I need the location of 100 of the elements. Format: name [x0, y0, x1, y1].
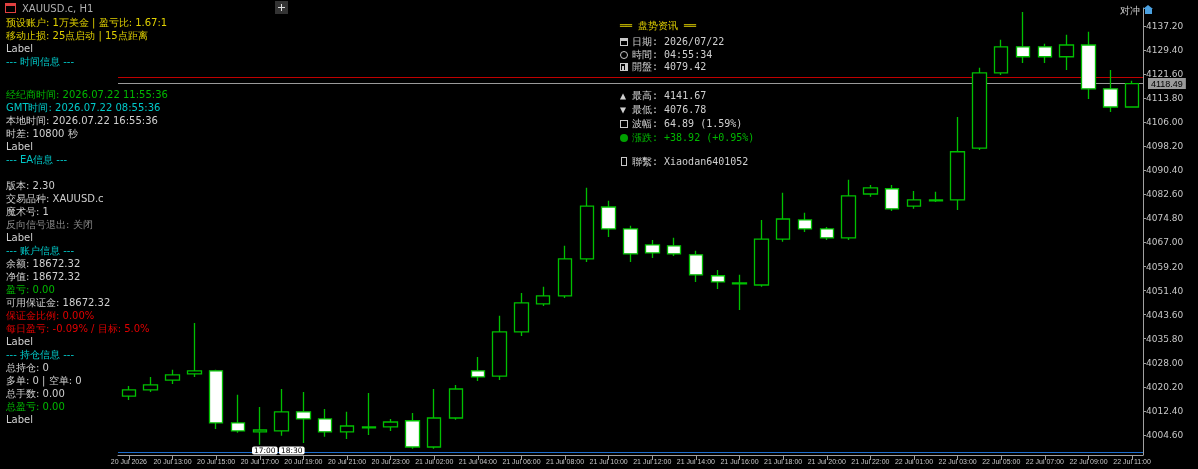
candlestick	[535, 286, 551, 307]
candlestick	[208, 369, 224, 430]
annotation: 预设账户: 1万美金 | 盈亏比: 1.67:1	[6, 16, 168, 29]
candlestick	[121, 385, 137, 401]
y-tick-label: 4035.80	[1146, 333, 1184, 344]
y-tick-label: 4074.80	[1146, 213, 1184, 224]
candlestick	[557, 245, 573, 299]
annotation: ▼ 最低: 4076.78	[620, 103, 707, 115]
y-tick-label: 4059.20	[1146, 261, 1184, 272]
candlestick	[600, 200, 617, 238]
y-tick-label: 4129.40	[1146, 44, 1184, 55]
text: 总盈亏: 0.00	[5, 400, 65, 412]
text: 魔术号: 1	[6, 205, 49, 217]
candlestick	[1124, 80, 1140, 108]
candlestick	[644, 239, 661, 259]
text: 版本: 2.30	[6, 179, 55, 191]
annotation: 移动止损: 25点启动 | 15点距离	[6, 29, 148, 42]
y-tick-label: 4113.80	[1146, 93, 1184, 104]
annotation: 漲跌: +38.92 (+0.95%)	[632, 131, 755, 143]
y-tick-label: 4012.40	[1146, 405, 1184, 416]
y-tick-label: 4051.40	[1146, 285, 1184, 296]
y-tick-label: 4067.00	[1146, 237, 1184, 248]
candlestick	[142, 376, 159, 393]
candlestick	[622, 225, 639, 263]
candlestick	[840, 179, 857, 241]
candlestick	[928, 191, 944, 203]
y-tick-label: 4098.20	[1146, 141, 1184, 152]
text: 反向信号退出: 关闭	[6, 218, 93, 230]
candlestick	[688, 250, 704, 283]
y-tick-label: 4004.60	[1146, 429, 1184, 440]
candlestick	[448, 384, 464, 421]
annotation: ══ 盘势资讯 ══	[619, 19, 698, 31]
y-tick-label: 4106.00	[1146, 117, 1184, 128]
text: --- 时间信息 ---	[6, 55, 75, 67]
text: 交易品种: XAUUSD.c	[6, 192, 104, 204]
text: 可用保证金: 18672.32	[6, 296, 111, 308]
text: Label	[6, 231, 33, 243]
annotation: 每日盈亏: -0.09% / 目标: 5.0%	[6, 322, 150, 334]
text: Label	[6, 140, 33, 152]
candlestick	[884, 184, 900, 212]
y-tick-label: 4090.40	[1146, 165, 1184, 176]
annotation: 時間: 04:55:34	[632, 48, 713, 60]
annotation: 波幅: 64.89 (1.59%)	[632, 117, 743, 129]
candlestick	[361, 392, 377, 436]
annotation: GMT时间: 2026.07.22 08:55:36	[6, 101, 161, 113]
candlestick	[949, 116, 966, 211]
text: Label	[6, 42, 33, 54]
candlestick	[252, 406, 268, 446]
candlestick	[731, 274, 748, 311]
candlestick	[186, 322, 203, 378]
text: Label	[6, 335, 33, 347]
candlestick	[382, 418, 399, 432]
candlestick	[317, 408, 333, 438]
y-tick-label: 4020.20	[1146, 381, 1184, 392]
candlestick	[1037, 43, 1053, 64]
candlestick	[273, 388, 290, 437]
chart-title: XAUUSD.c, H1	[22, 2, 94, 14]
candlestick	[295, 391, 312, 444]
candlestick	[797, 212, 813, 233]
text: 多单: 0 | 空单: 0	[6, 374, 82, 387]
candlestick	[819, 226, 835, 241]
text: --- EA信息 ---	[6, 153, 68, 165]
y-tick-label: 4028.00	[1146, 357, 1184, 368]
annotation: 開盤: 4079.42	[632, 60, 707, 72]
candlestick	[666, 237, 682, 257]
candlestick	[753, 219, 770, 288]
text: 净值: 18672.32	[6, 270, 81, 282]
text: --- 持仓信息 ---	[6, 348, 75, 360]
candlestick	[426, 388, 442, 450]
candlestick	[1080, 31, 1097, 100]
text: 总手数: 0.00	[5, 387, 65, 399]
annotation: 对冲	[1120, 4, 1140, 16]
text: 余额: 18672.32	[6, 257, 81, 269]
candlestick	[971, 67, 988, 151]
text: 总持仓: 0	[5, 361, 49, 373]
candlestick	[470, 356, 486, 382]
y-tick-label: 4137.20	[1146, 20, 1184, 31]
candlestick	[1015, 11, 1031, 64]
candlestick	[993, 39, 1009, 76]
y-tick-label: 4082.60	[1146, 189, 1184, 200]
annotation: ▲ 最高: 4141.67	[620, 89, 707, 101]
candlestick	[491, 315, 508, 381]
text: 时差: 10800 秒	[6, 127, 78, 139]
annotation: 日期: 2026/07/22	[632, 35, 725, 47]
text: Label	[6, 413, 33, 425]
candlestick	[404, 412, 421, 450]
annotation: 聯繫: Xiaodan6401052	[632, 155, 749, 167]
candlestick	[513, 292, 530, 337]
text: 保证金比例: 0.00%	[6, 309, 95, 321]
candlestick	[906, 190, 922, 210]
ref-line-label: 4118.49	[1151, 78, 1183, 89]
annotation: 经纪商时间: 2026.07.22 11:55:36	[6, 88, 168, 100]
candlestick	[1102, 69, 1119, 113]
candlestick	[164, 369, 181, 385]
text: --- 账户信息 ---	[6, 244, 75, 256]
y-tick-label: 4121.60	[1146, 69, 1184, 80]
candlestick	[710, 269, 726, 290]
candlestick	[579, 187, 595, 263]
candlestick	[775, 192, 791, 243]
y-tick-label: 4043.60	[1146, 309, 1184, 320]
